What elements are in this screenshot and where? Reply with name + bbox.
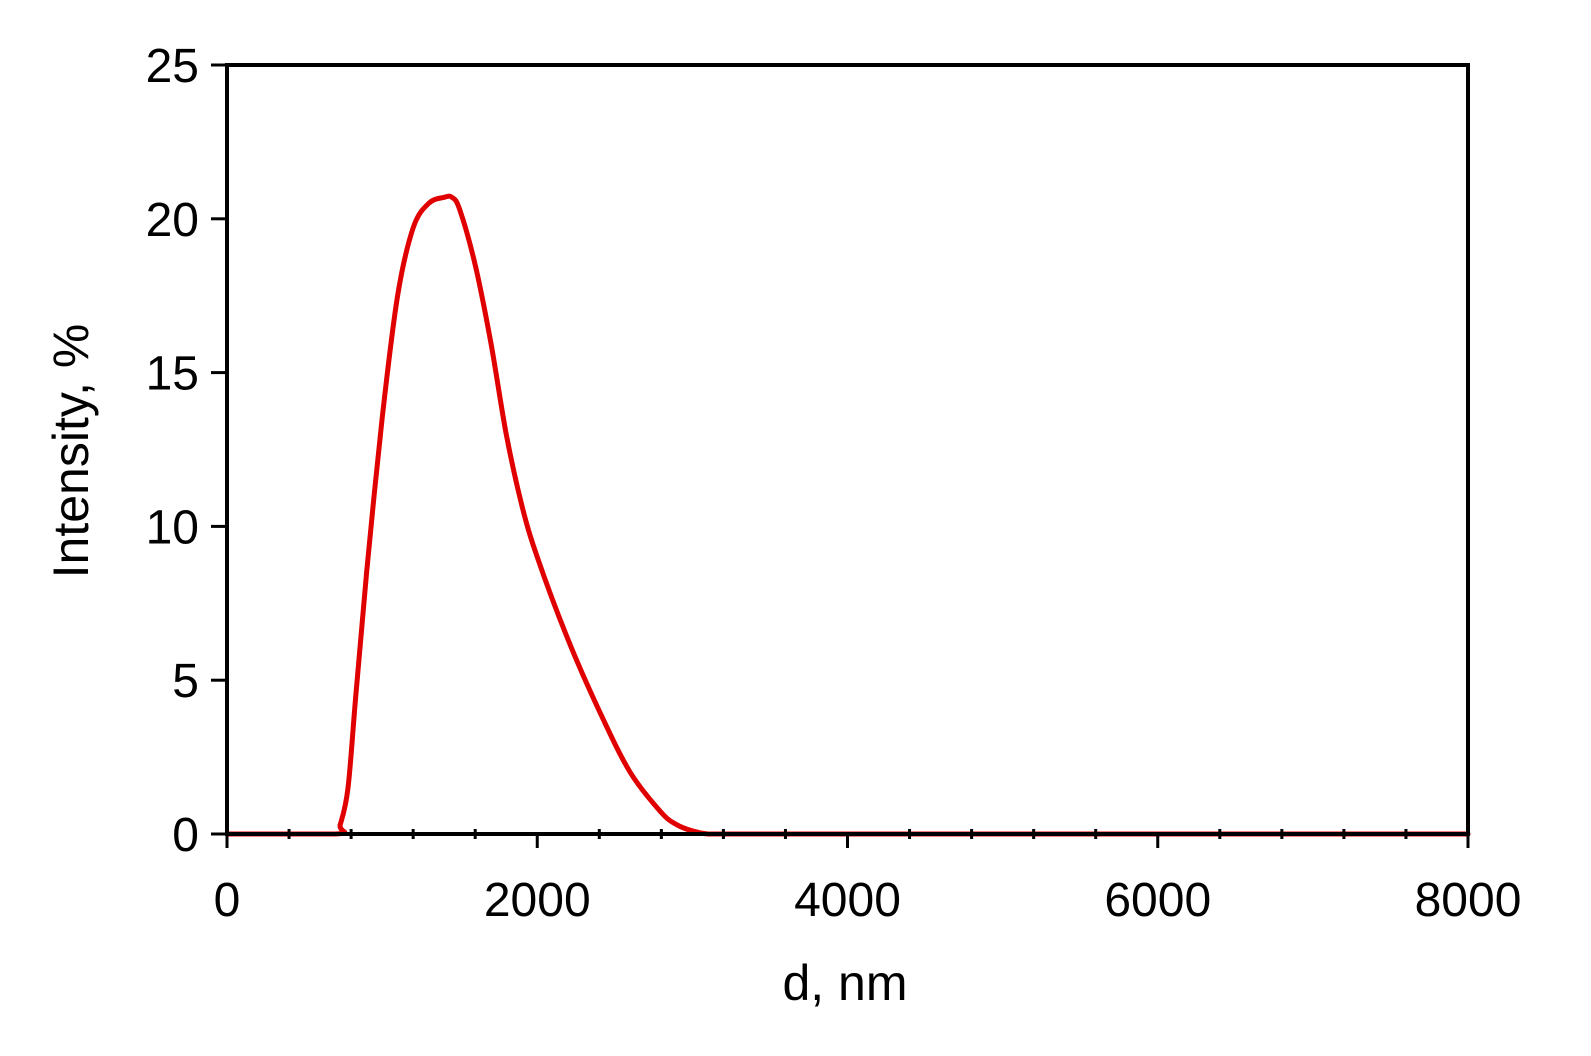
series-line-0 — [224, 193, 1471, 837]
axes: 0 2000 4000 6000 8000 0 5 10 15 20 25 — [146, 40, 1522, 927]
x-tick-label: 8000 — [1415, 874, 1522, 927]
x-tick-label: 2000 — [484, 874, 591, 927]
y-axis-title: Intensity, % — [43, 324, 99, 579]
x-tick-label: 0 — [214, 874, 241, 927]
plot-frame — [225, 63, 1470, 836]
y-tick-label: 25 — [146, 40, 199, 93]
y-tick-label: 10 — [146, 501, 199, 554]
x-tick-label: 6000 — [1104, 874, 1211, 927]
plot-area — [224, 193, 1471, 837]
y-tick-label: 5 — [172, 655, 199, 708]
x-axis-title: d, nm — [782, 955, 907, 1011]
y-tick-label: 20 — [146, 194, 199, 247]
y-tick-label: 0 — [172, 809, 199, 862]
x-tick-label: 4000 — [794, 874, 901, 927]
y-tick-label: 15 — [146, 348, 199, 401]
